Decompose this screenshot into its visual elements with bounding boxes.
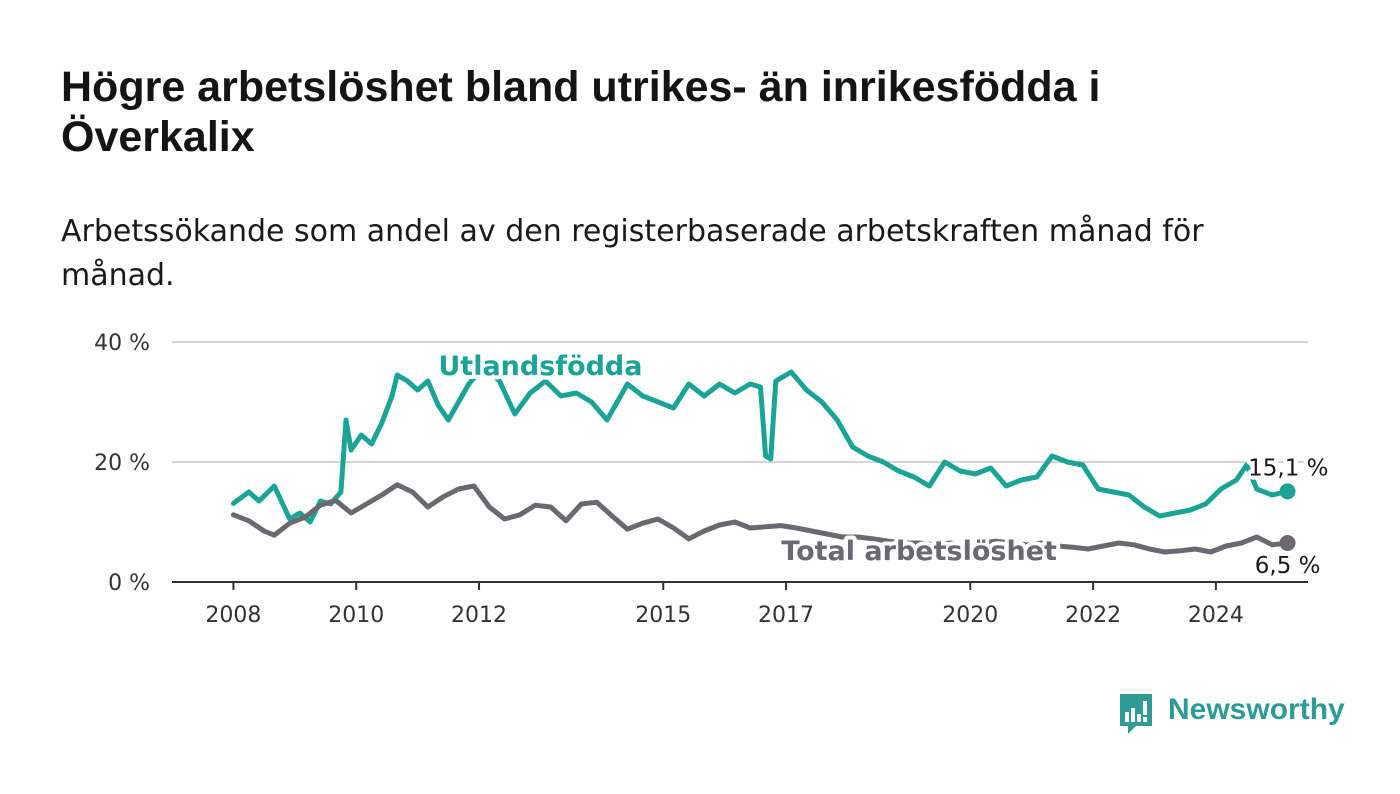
grid-lines (172, 341, 1308, 583)
series-end-label-0-halo: 15,1 % (1248, 455, 1328, 481)
series-end-label-0: 15,1 % (1248, 455, 1328, 481)
x-tick-label: 2015 (635, 603, 691, 628)
y-tick-label: 0 % (108, 571, 150, 596)
x-tick-label: 2010 (328, 603, 384, 628)
series-end-point-0 (1279, 483, 1296, 500)
series-end-point-1 (1279, 535, 1296, 551)
series-end-label-1: 6,5 % (1255, 553, 1321, 579)
series-name-label-1: Total arbetslöshet (781, 536, 1057, 567)
x-tick-label: 2020 (942, 603, 998, 628)
newsworthy-brand[interactable]: Newsworthy (1118, 690, 1358, 736)
chart-subtitle: Arbetssökande som andel av den registerb… (61, 214, 1204, 293)
x-tick-label: 2022 (1065, 603, 1121, 628)
newsworthy-brand-name: Newsworthy (1168, 693, 1345, 726)
series-name-label-0: Utlandsfödda (438, 351, 642, 382)
y-tick-label: 20 % (94, 451, 150, 476)
chart-title: Högre arbetslöshet bland utrikes- än inr… (61, 63, 1101, 161)
series-line-0 (230, 363, 1290, 525)
series-name-label-0-halo: Utlandsfödda (438, 351, 642, 382)
y-tick-label: 40 % (94, 331, 150, 356)
x-tick-label: 2008 (205, 603, 261, 628)
x-tick-label: 2024 (1188, 603, 1244, 628)
newsworthy-logo-icon (1120, 694, 1152, 734)
x-tick-label: 2012 (451, 603, 507, 628)
y-axis-ticks: 0 % 20 % 40 % (94, 331, 150, 596)
x-axis-ticks: 2008 2010 2012 2015 2017 2020 2022 2024 (205, 582, 1244, 628)
series-end-label-1-halo: 6,5 % (1255, 553, 1321, 579)
x-tick-label: 2017 (758, 603, 814, 628)
series-lines (230, 363, 1296, 555)
series-line-1 (230, 482, 1290, 555)
series-name-label-1-halo: Total arbetslöshet (781, 536, 1057, 567)
